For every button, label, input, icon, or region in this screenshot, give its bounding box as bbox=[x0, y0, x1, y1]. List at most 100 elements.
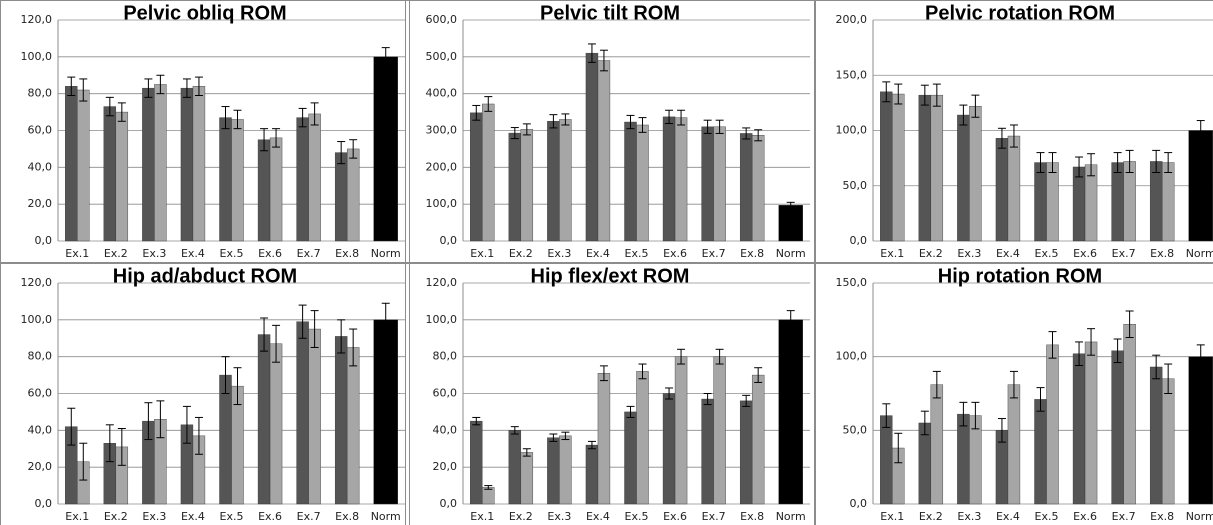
x-tick-label: Ex.6 bbox=[663, 247, 687, 260]
chart-title: Hip ad/abduct ROM bbox=[113, 265, 297, 287]
bar bbox=[296, 321, 309, 505]
panel-border bbox=[815, 263, 1213, 525]
bar bbox=[269, 137, 283, 242]
bar bbox=[373, 56, 398, 242]
bar bbox=[713, 126, 726, 242]
x-tick-label: Ex.6 bbox=[1073, 247, 1097, 260]
x-tick-label: Ex.3 bbox=[547, 247, 571, 260]
bar bbox=[701, 126, 714, 242]
bar bbox=[585, 52, 599, 242]
bar bbox=[918, 94, 932, 242]
x-tick-label: Ex.2 bbox=[104, 510, 128, 523]
x-tick-label: Ex.8 bbox=[335, 247, 359, 260]
x-tick-label: Ex.4 bbox=[996, 247, 1020, 260]
bar bbox=[597, 373, 611, 505]
bar bbox=[231, 119, 244, 242]
x-tick-label: Ex.3 bbox=[547, 510, 571, 523]
x-tick-label: Ex.5 bbox=[625, 510, 649, 523]
bar bbox=[1188, 130, 1213, 242]
y-tick-label: 150,0 bbox=[836, 276, 868, 289]
bar bbox=[559, 435, 572, 505]
bar bbox=[508, 430, 522, 505]
y-tick-label: 40,0 bbox=[28, 423, 53, 436]
y-tick-label: 40,0 bbox=[433, 423, 458, 436]
x-tick-label: Ex.2 bbox=[509, 247, 533, 260]
y-tick-label: 100,0 bbox=[21, 313, 53, 326]
x-tick-label: Ex.3 bbox=[142, 510, 166, 523]
bar bbox=[1072, 166, 1086, 242]
bar bbox=[103, 106, 117, 242]
x-tick-label: Ex.7 bbox=[297, 247, 321, 260]
chart-title: Hip flex/ext ROM bbox=[531, 265, 690, 287]
bar bbox=[1007, 135, 1021, 242]
bar bbox=[880, 415, 893, 505]
x-tick-label: Norm bbox=[776, 510, 806, 523]
bar bbox=[219, 374, 232, 505]
y-tick-label: 120,0 bbox=[21, 13, 53, 26]
y-tick-label: 0,0 bbox=[35, 497, 53, 510]
x-tick-label: Ex.3 bbox=[142, 247, 166, 260]
bar bbox=[1111, 162, 1124, 242]
bar bbox=[154, 84, 167, 242]
x-tick-label: Ex.3 bbox=[957, 247, 981, 260]
bar bbox=[624, 411, 637, 505]
x-tick-label: Ex.5 bbox=[220, 247, 244, 260]
y-tick-label: 60,0 bbox=[433, 387, 458, 400]
y-tick-label: 80,0 bbox=[433, 350, 458, 363]
bar bbox=[778, 319, 803, 505]
bar bbox=[77, 89, 90, 242]
y-tick-label: 600,0 bbox=[426, 13, 458, 26]
bar bbox=[219, 117, 232, 242]
bar bbox=[559, 119, 572, 242]
bar bbox=[296, 117, 309, 242]
bar bbox=[1034, 399, 1047, 505]
bar bbox=[585, 444, 599, 505]
x-tick-label: Norm bbox=[1186, 510, 1213, 523]
y-tick-label: 20,0 bbox=[28, 460, 53, 473]
x-tick-label: Ex.5 bbox=[625, 247, 649, 260]
x-tick-label: Ex.4 bbox=[586, 247, 610, 260]
x-tick-label: Ex.5 bbox=[220, 510, 244, 523]
bar bbox=[482, 487, 495, 505]
bar bbox=[257, 334, 271, 505]
y-tick-label: 100,0 bbox=[426, 313, 458, 326]
x-tick-label: Ex.1 bbox=[470, 510, 494, 523]
x-tick-label: Ex.1 bbox=[470, 247, 494, 260]
y-tick-label: 100,0 bbox=[21, 50, 53, 63]
bar bbox=[969, 105, 982, 242]
panel-border bbox=[815, 0, 1213, 263]
y-tick-label: 120,0 bbox=[426, 276, 458, 289]
bar bbox=[751, 135, 765, 242]
bar bbox=[701, 398, 714, 505]
y-tick-label: 200,0 bbox=[836, 13, 868, 26]
x-tick-label: Ex.7 bbox=[1112, 247, 1136, 260]
bar bbox=[892, 93, 905, 242]
bar bbox=[142, 87, 155, 242]
y-tick-label: 60,0 bbox=[28, 124, 53, 137]
bar bbox=[346, 148, 360, 242]
x-tick-label: Ex.5 bbox=[1035, 247, 1059, 260]
y-tick-label: 200,0 bbox=[426, 160, 458, 173]
bar bbox=[482, 103, 495, 242]
panel-border bbox=[0, 263, 410, 525]
y-tick-label: 50,0 bbox=[843, 423, 868, 436]
bar bbox=[308, 328, 321, 505]
y-tick-label: 20,0 bbox=[433, 460, 458, 473]
x-tick-label: Ex.1 bbox=[65, 510, 89, 523]
x-tick-label: Ex.2 bbox=[104, 247, 128, 260]
bar bbox=[957, 114, 970, 242]
x-tick-label: Ex.8 bbox=[1150, 510, 1174, 523]
bar bbox=[674, 117, 688, 242]
y-tick-label: 20,0 bbox=[28, 197, 53, 210]
x-tick-label: Ex.6 bbox=[258, 247, 282, 260]
bar bbox=[520, 129, 534, 242]
bar bbox=[930, 94, 944, 242]
x-tick-label: Ex.2 bbox=[919, 247, 943, 260]
x-tick-label: Ex.8 bbox=[1150, 247, 1174, 260]
bar bbox=[334, 336, 348, 505]
x-tick-label: Ex.3 bbox=[957, 510, 981, 523]
x-tick-label: Norm bbox=[1186, 247, 1213, 260]
bar bbox=[739, 400, 753, 505]
